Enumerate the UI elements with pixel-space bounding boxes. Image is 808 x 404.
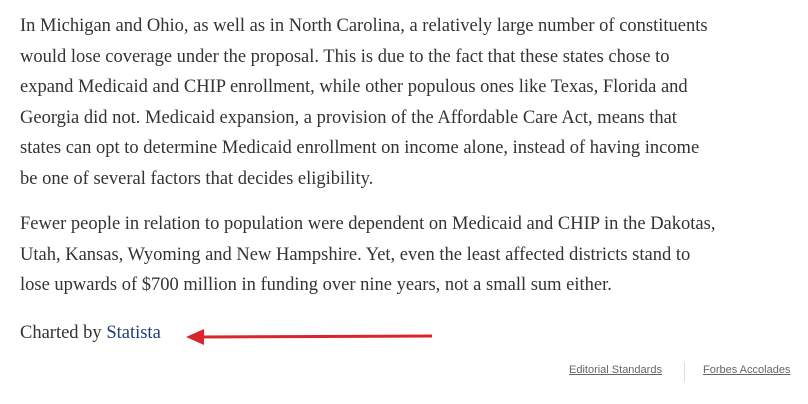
text-line: Georgia did not. Medicaid expansion, a p… — [20, 107, 677, 128]
arrow-head — [186, 329, 204, 345]
text-line: In Michigan and Ohio, as well as in Nort… — [20, 16, 708, 36]
credit-prefix: Charted by — [20, 323, 102, 343]
footer-divider — [684, 362, 685, 382]
footer-link[interactable]: Forbes Accolades — [703, 364, 791, 376]
footer-link[interactable]: Editorial Standards — [569, 364, 662, 376]
text-line: Fewer people in relation to population w… — [20, 214, 716, 234]
text-line: Utah, Kansas, Wyoming and New Hampshire.… — [20, 244, 691, 265]
arrow-shaft — [199, 334, 433, 339]
text-line: states can opt to determine Medicaid enr… — [20, 138, 700, 158]
credit-link[interactable]: Statista — [106, 323, 161, 343]
text-line: would lose coverage under the proposal. … — [20, 46, 670, 67]
text-line: lose upwards of $700 million in funding … — [20, 275, 612, 295]
text-line: expand Medicaid and CHIP enrollment, whi… — [20, 77, 688, 97]
credit: Charted by Statista — [20, 322, 161, 344]
text-line: be one of several factors that decides e… — [20, 168, 374, 189]
